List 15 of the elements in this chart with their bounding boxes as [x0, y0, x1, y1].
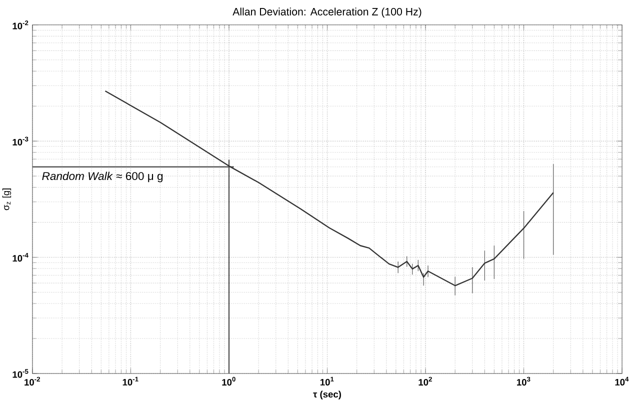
x-tick-label: 10$^{-1}$ [122, 376, 138, 386]
y-tick-label: 10$^{-2}$ [12, 20, 28, 30]
x-tick-label: 10$^{1}$ [320, 376, 334, 386]
x-axis-title: τ (sec) [313, 390, 341, 400]
y-axis-title: σ$_{z}$ [g] [2, 188, 12, 210]
x-tick-label: 10$^{2}$ [418, 376, 432, 386]
x-tick-label: 10$^{3}$ [517, 376, 530, 386]
x-tick-label: 10$^{-2}$ [24, 376, 40, 386]
chart-title: Allan Deviation: Acceleration Z (100 Hz) [232, 7, 422, 18]
x-tick-label: 10$^{4}$ [615, 376, 629, 386]
y-tick-label: 10$^{-5}$ [12, 368, 28, 378]
y-tick-label: 10$^{-4}$ [12, 252, 28, 262]
y-tick-label: 10$^{-3}$ [12, 136, 28, 146]
ref-line-label: Random Walk ≈ 600 μ g [42, 172, 163, 182]
x-tick-label: 10$^{0}$ [222, 376, 236, 386]
